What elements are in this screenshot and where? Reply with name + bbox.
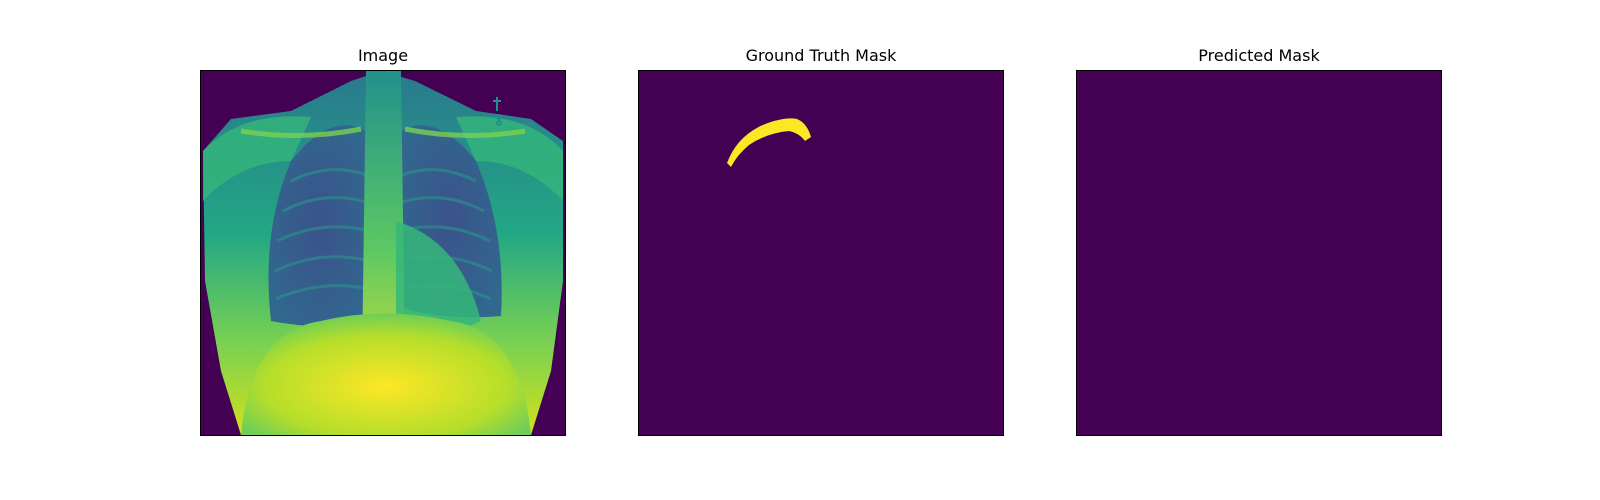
predicted-mask [1077,71,1441,435]
ground-truth-mask [639,71,1003,435]
predicted-mask-axes [1076,70,1442,436]
panel-title-ground-truth: Ground Truth Mask [745,46,897,65]
chest-xray-image [201,71,565,435]
xray-image-axes [200,70,566,436]
panel-title-predicted: Predicted Mask [1198,46,1320,65]
mask-region [727,118,811,167]
ground-truth-axes [638,70,1004,436]
panel-title-image: Image [357,46,409,65]
